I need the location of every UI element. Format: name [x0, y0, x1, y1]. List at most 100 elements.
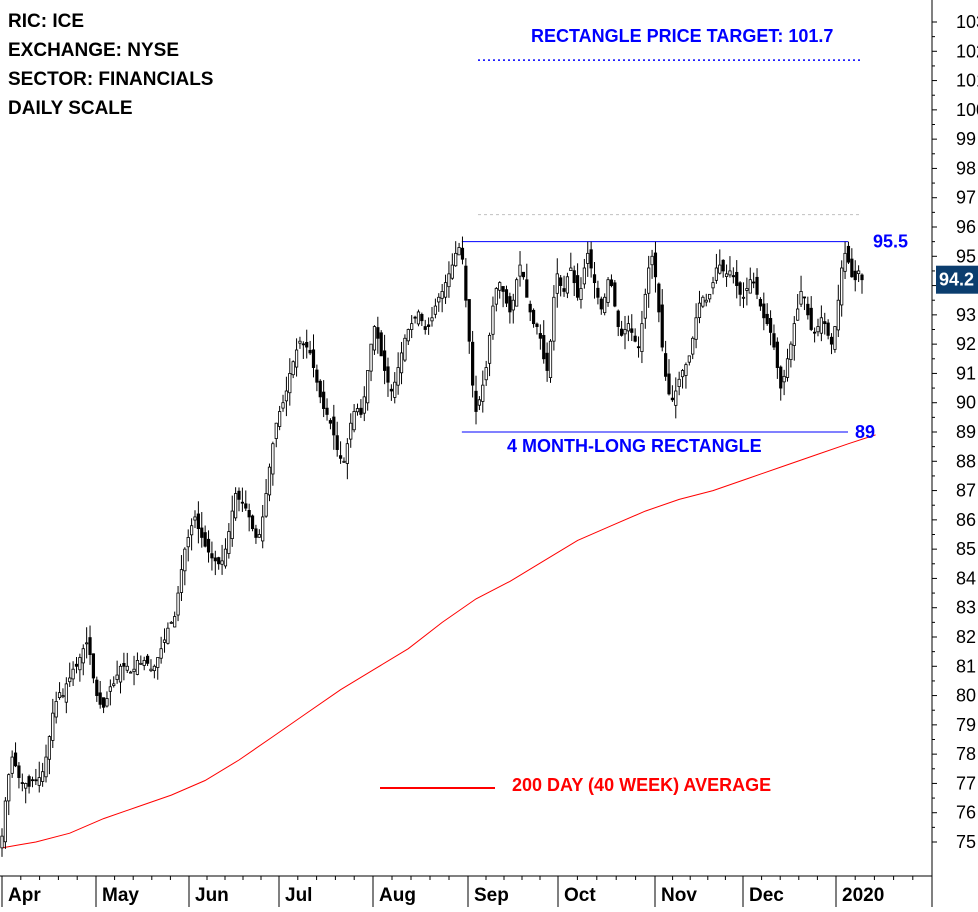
candle — [240, 487, 244, 512]
candle-body-down — [521, 271, 526, 278]
candle — [132, 655, 136, 686]
candle-body-up — [799, 291, 803, 305]
candle — [64, 677, 68, 714]
candle-body-up — [159, 648, 163, 659]
candle-body-down — [809, 307, 813, 330]
candle — [664, 340, 668, 381]
candle — [704, 293, 708, 307]
candle — [410, 315, 414, 339]
candle — [44, 744, 48, 783]
candle-body-up — [843, 252, 847, 272]
candle-body-up — [785, 358, 790, 378]
candle-body-up — [457, 247, 461, 256]
candle — [450, 253, 454, 280]
candle-body-up — [741, 296, 746, 299]
candle — [708, 293, 712, 303]
candle-body-up — [349, 422, 353, 440]
candle — [545, 342, 549, 382]
candle — [660, 289, 664, 352]
candle — [41, 762, 45, 787]
candle — [196, 501, 200, 544]
candle — [525, 263, 529, 298]
candle — [738, 281, 742, 307]
candle-body-up — [362, 396, 366, 414]
candle — [430, 306, 434, 327]
candle — [846, 241, 851, 265]
candle-body-down — [322, 391, 326, 409]
price-tick-label: 85 — [956, 539, 976, 559]
candle-body-down — [501, 286, 505, 292]
candle — [501, 286, 505, 308]
candle — [176, 585, 180, 622]
candle-body-down — [250, 515, 255, 530]
candle-body-up — [687, 355, 691, 363]
candle-body-up — [684, 364, 688, 376]
price-tick-label: 91 — [956, 363, 976, 383]
candle-body-down — [311, 349, 316, 368]
exchange-label: EXCHANGE: NYSE — [8, 40, 179, 61]
candle-body-down — [850, 258, 854, 278]
sector-label: SECTOR: FINANCIALS — [8, 69, 213, 90]
candle — [789, 341, 793, 368]
candle-body-down — [376, 327, 380, 339]
candle-body-up — [836, 299, 840, 331]
candle — [806, 296, 810, 320]
candle — [183, 547, 187, 586]
candle-body-up — [166, 627, 170, 644]
candle — [714, 253, 719, 284]
candle-body-up — [816, 326, 820, 333]
candle-body-down — [559, 277, 563, 286]
candle-body-down — [636, 346, 641, 349]
candle-body-down — [240, 501, 244, 504]
candle-body-down — [305, 341, 309, 348]
candle-body-up — [674, 390, 678, 406]
candle — [582, 258, 586, 289]
candle-body-down — [464, 265, 468, 301]
candle — [281, 394, 285, 412]
candle-body-up — [680, 370, 685, 378]
price-tick-label: 78 — [956, 744, 976, 764]
candle — [504, 285, 509, 308]
candle-body-down — [779, 366, 783, 389]
candle-body-up — [714, 267, 719, 281]
candle — [311, 334, 316, 378]
candle-body-down — [91, 653, 96, 679]
candle-body-up — [288, 373, 292, 394]
price-tick-label: 81 — [956, 656, 976, 676]
candle — [0, 828, 4, 857]
candle — [586, 241, 590, 277]
candle-body-up — [518, 264, 522, 277]
candle — [799, 275, 803, 307]
candle — [352, 404, 356, 433]
candle — [345, 438, 349, 480]
candle — [108, 679, 112, 706]
candle — [291, 360, 295, 379]
candle — [261, 504, 265, 549]
candle — [752, 272, 756, 289]
last-price-badge — [936, 265, 978, 294]
candle-body-up — [487, 334, 492, 364]
candle — [156, 657, 160, 680]
price-tick-label: 100 — [956, 100, 978, 120]
candle-body-down — [328, 420, 333, 424]
price-tick-label: 75 — [956, 832, 976, 852]
price-tick-label: 93 — [956, 305, 976, 325]
candle — [684, 362, 688, 389]
candle-body-down — [664, 353, 668, 377]
candle-body-up — [125, 665, 129, 671]
candle — [633, 328, 637, 343]
candle — [474, 375, 478, 425]
candle — [338, 441, 343, 464]
candle — [318, 379, 322, 404]
candle — [37, 761, 41, 793]
candle-body-up — [603, 296, 607, 314]
candle — [17, 762, 21, 789]
candle-body-up — [789, 343, 793, 360]
candle-body-down — [542, 335, 546, 360]
candle-body-down — [572, 270, 576, 284]
candle-body-down — [210, 553, 214, 559]
candle — [443, 274, 448, 304]
candle-body-down — [460, 247, 465, 260]
candle — [406, 328, 410, 345]
